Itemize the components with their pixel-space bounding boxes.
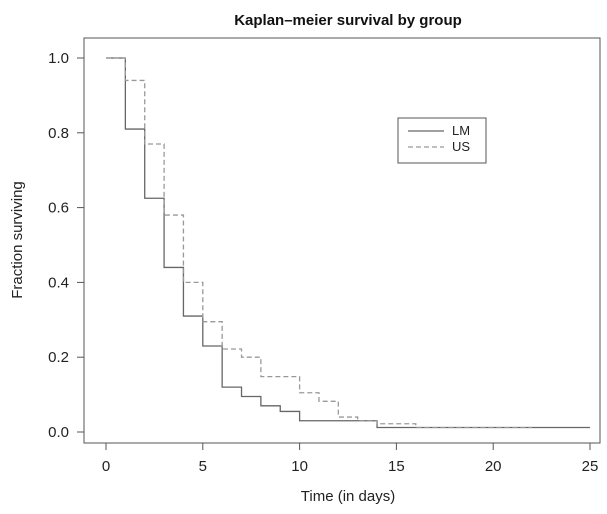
series-line-lm (106, 57, 590, 429)
y-tick-label: 0.2 (48, 349, 69, 366)
y-axis-label: Fraction surviving (9, 181, 26, 299)
y-tick-label: 0.0 (48, 424, 69, 441)
plot-frame (83, 37, 601, 444)
chart-title: Kaplan–meier survival by group (234, 12, 462, 29)
legend-label-lm: LM (452, 123, 470, 138)
y-tick-label: 0.6 (48, 200, 69, 217)
x-tick-label: 20 (485, 458, 502, 475)
y-tick-label: 0.4 (48, 274, 69, 291)
legend-box (397, 117, 487, 164)
x-tick-label: 15 (388, 458, 405, 475)
x-axis: 0 5 10 15 20 25 (102, 443, 599, 475)
x-tick-label: 0 (102, 458, 110, 475)
x-tick-label: 25 (582, 458, 599, 475)
x-tick-label: 5 (199, 458, 207, 475)
y-tick-label: 0.8 (48, 125, 69, 142)
legend: LM US (397, 117, 487, 164)
x-axis-label: Time (in days) (301, 488, 395, 505)
legend-label-us: US (452, 139, 470, 154)
x-tick-label: 10 (291, 458, 308, 475)
series-layer (106, 57, 590, 429)
y-tick-label: 1.0 (48, 50, 69, 67)
series-line-us (106, 57, 532, 429)
y-axis: 0.0 0.2 0.4 0.6 0.8 1.0 (48, 50, 84, 441)
